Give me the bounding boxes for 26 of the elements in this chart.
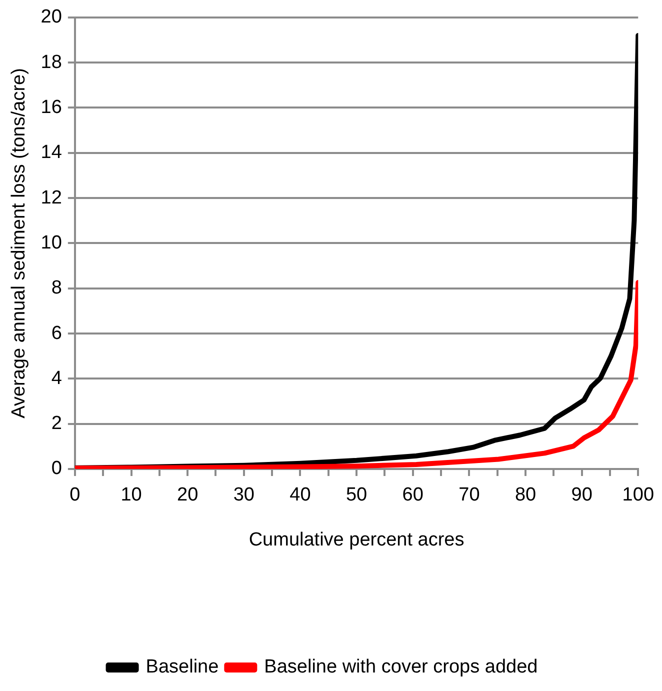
legend-label: Baseline with cover crops added — [264, 656, 538, 678]
y-axis-title: Average annual sediment loss (tons/acre) — [8, 68, 30, 418]
x-tick-label: 50 — [346, 484, 368, 506]
y-tick-label: 4 — [51, 368, 62, 389]
y-tick-label: 18 — [40, 52, 62, 73]
x-tick-label: 90 — [571, 484, 592, 506]
y-tick-label: 0 — [51, 458, 62, 480]
y-tick-label: 6 — [51, 322, 62, 344]
x-tick-label: 20 — [177, 484, 198, 506]
y-tick-label: 2 — [51, 413, 62, 434]
x-tick-label: 100 — [622, 484, 654, 506]
x-axis-title: Cumulative percent acres — [248, 529, 464, 550]
y-tick-label: 20 — [40, 6, 62, 28]
x-tick-label: 80 — [514, 484, 536, 506]
x-tick-label: 60 — [402, 484, 424, 506]
y-tick-label: 12 — [40, 187, 62, 208]
x-tick-label: 30 — [233, 484, 254, 506]
legend-label: Baseline — [146, 656, 219, 678]
x-tick-label: 70 — [458, 484, 480, 506]
y-tick-label: 10 — [40, 232, 62, 254]
x-tick-label: 40 — [290, 484, 311, 506]
y-tick-label: 8 — [51, 278, 62, 299]
y-tick-label: 14 — [40, 142, 62, 164]
x-tick-label: 0 — [70, 484, 80, 506]
y-tick-label: 16 — [40, 96, 62, 118]
x-tick-label: 10 — [120, 484, 142, 506]
